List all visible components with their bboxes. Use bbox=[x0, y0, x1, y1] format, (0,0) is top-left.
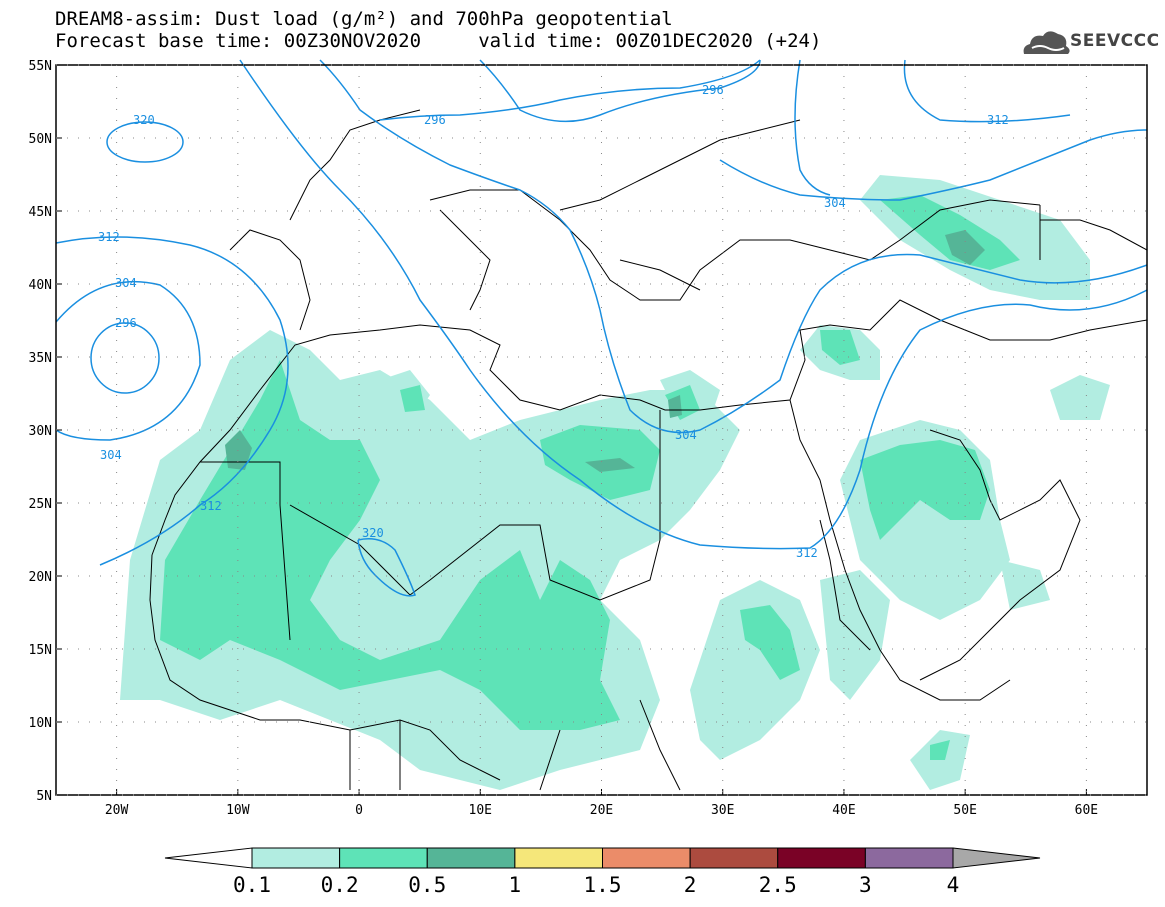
longitude-axis: 20W 10W 0 10E 20E 30E 40E 50E 60E bbox=[105, 65, 1098, 818]
lat-tick-label: 35N bbox=[29, 351, 52, 366]
contour-label: 312 bbox=[987, 113, 1009, 127]
colorbar-min-arrow bbox=[164, 847, 253, 869]
lon-tick-label: 0 bbox=[355, 803, 363, 818]
lon-tick-label: 10W bbox=[226, 803, 250, 818]
lon-tick-label: 30E bbox=[711, 803, 734, 818]
colorbar-tick-label: 0.5 bbox=[408, 873, 446, 897]
contour-label: 296 bbox=[424, 113, 446, 127]
colorbar-segment bbox=[514, 847, 603, 869]
map-title-line2: Forecast base time: 00Z30NOV2020 valid t… bbox=[55, 30, 822, 52]
colorbar-segment bbox=[426, 847, 516, 869]
contour-label: 312 bbox=[98, 230, 120, 244]
lat-tick-label: 25N bbox=[29, 497, 52, 512]
lat-tick-label: 20N bbox=[29, 570, 52, 585]
colorbar-segment bbox=[777, 847, 866, 869]
lon-tick-label: 40E bbox=[832, 803, 855, 818]
lat-tick-label: 40N bbox=[29, 278, 52, 293]
colorbar-tick-label: 0.1 bbox=[233, 873, 271, 897]
country-borders bbox=[149, 109, 1148, 791]
lat-tick-label: 30N bbox=[29, 424, 52, 439]
lat-tick-label: 50N bbox=[29, 132, 52, 147]
colorbar-tick-label: 2 bbox=[684, 873, 697, 897]
lon-tick-label: 20E bbox=[590, 803, 613, 818]
latitude-axis: 55N 50N 45N 40N 35N 30N 25N 20N 15N 10N 5N bbox=[29, 59, 1147, 804]
contour-label: 312 bbox=[200, 499, 222, 513]
contour-label: 320 bbox=[362, 526, 384, 540]
colorbar-tick-label: 0.2 bbox=[321, 873, 359, 897]
lon-tick-label: 60E bbox=[1075, 803, 1098, 818]
contour-label: 304 bbox=[675, 428, 697, 442]
contour-label: 304 bbox=[824, 196, 846, 210]
lat-tick-label: 45N bbox=[29, 205, 52, 220]
colorbar-tick-label: 1 bbox=[509, 873, 522, 897]
contour-label: 304 bbox=[115, 276, 137, 290]
contour-label: 296 bbox=[702, 83, 724, 97]
colorbar-legend: 0.1 0.2 0.5 1 1.5 2 2.5 3 4 bbox=[164, 847, 1041, 897]
lat-tick-label: 5N bbox=[36, 789, 52, 804]
colorbar-max-arrow bbox=[952, 847, 1041, 869]
colorbar-segment bbox=[251, 847, 341, 869]
lat-tick-label: 10N bbox=[29, 716, 52, 731]
contour-label: 296 bbox=[115, 316, 137, 330]
colorbar-segment bbox=[339, 847, 428, 869]
colorbar-tick-label: 4 bbox=[947, 873, 960, 897]
dust-load-shading bbox=[120, 175, 1110, 790]
lon-tick-label: 50E bbox=[953, 803, 976, 818]
map-title-line1: DREAM8-assim: Dust load (g/m²) and 700hP… bbox=[55, 8, 673, 30]
colorbar-tick-label: 1.5 bbox=[584, 873, 622, 897]
colorbar-segment bbox=[689, 847, 779, 869]
contour-label: 312 bbox=[796, 546, 818, 560]
lon-tick-label: 10E bbox=[469, 803, 492, 818]
contour-label: 304 bbox=[100, 448, 122, 462]
lon-tick-label: 20W bbox=[105, 803, 129, 818]
colorbar-tick-label: 2.5 bbox=[759, 873, 797, 897]
lat-tick-label: 15N bbox=[29, 643, 52, 658]
colorbar-segment bbox=[864, 847, 954, 869]
contour-label: 320 bbox=[133, 113, 155, 127]
colorbar-segment bbox=[602, 847, 691, 869]
logo-text: SEEVCCC bbox=[1070, 31, 1160, 51]
colorbar-tick-label: 3 bbox=[859, 873, 872, 897]
lat-tick-label: 55N bbox=[29, 59, 52, 74]
cloud-icon bbox=[1023, 31, 1070, 54]
geopotential-contours bbox=[55, 59, 1148, 597]
